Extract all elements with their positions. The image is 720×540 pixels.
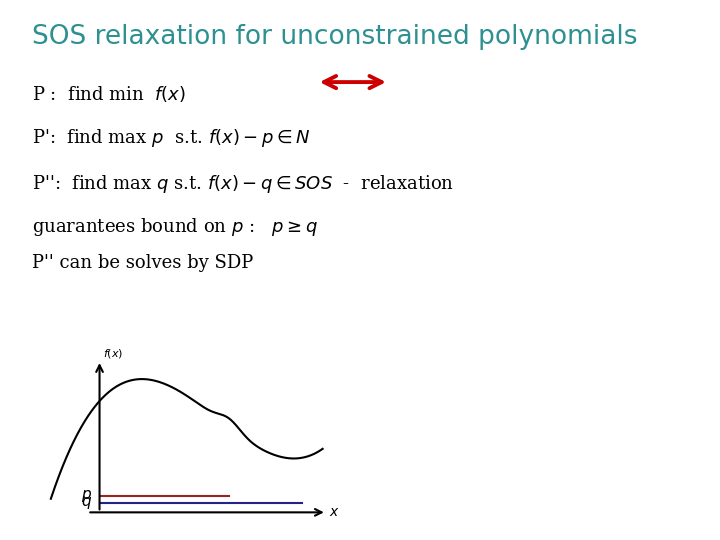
Text: P'' can be solves by SDP: P'' can be solves by SDP xyxy=(32,254,253,272)
Text: P :  find min  $f(x)$: P : find min $f(x)$ xyxy=(32,84,186,104)
Text: SOS relaxation for unconstrained polynomials: SOS relaxation for unconstrained polynom… xyxy=(32,24,638,50)
Text: P':  find max $p$  s.t. $f(x) - p \in N$: P': find max $p$ s.t. $f(x) - p \in N$ xyxy=(32,127,310,149)
Text: guarantees bound on $p$ :   $p \geq q$: guarantees bound on $p$ : $p \geq q$ xyxy=(32,216,318,238)
Text: $p$: $p$ xyxy=(81,488,92,504)
Text: $q$: $q$ xyxy=(81,495,92,511)
Text: $x$: $x$ xyxy=(329,505,339,519)
Text: $f(x)$: $f(x)$ xyxy=(103,347,123,360)
Text: P'':  find max $q$ s.t. $f(x) - q \in SOS$  -  relaxation: P'': find max $q$ s.t. $f(x) - q \in SOS… xyxy=(32,173,454,195)
